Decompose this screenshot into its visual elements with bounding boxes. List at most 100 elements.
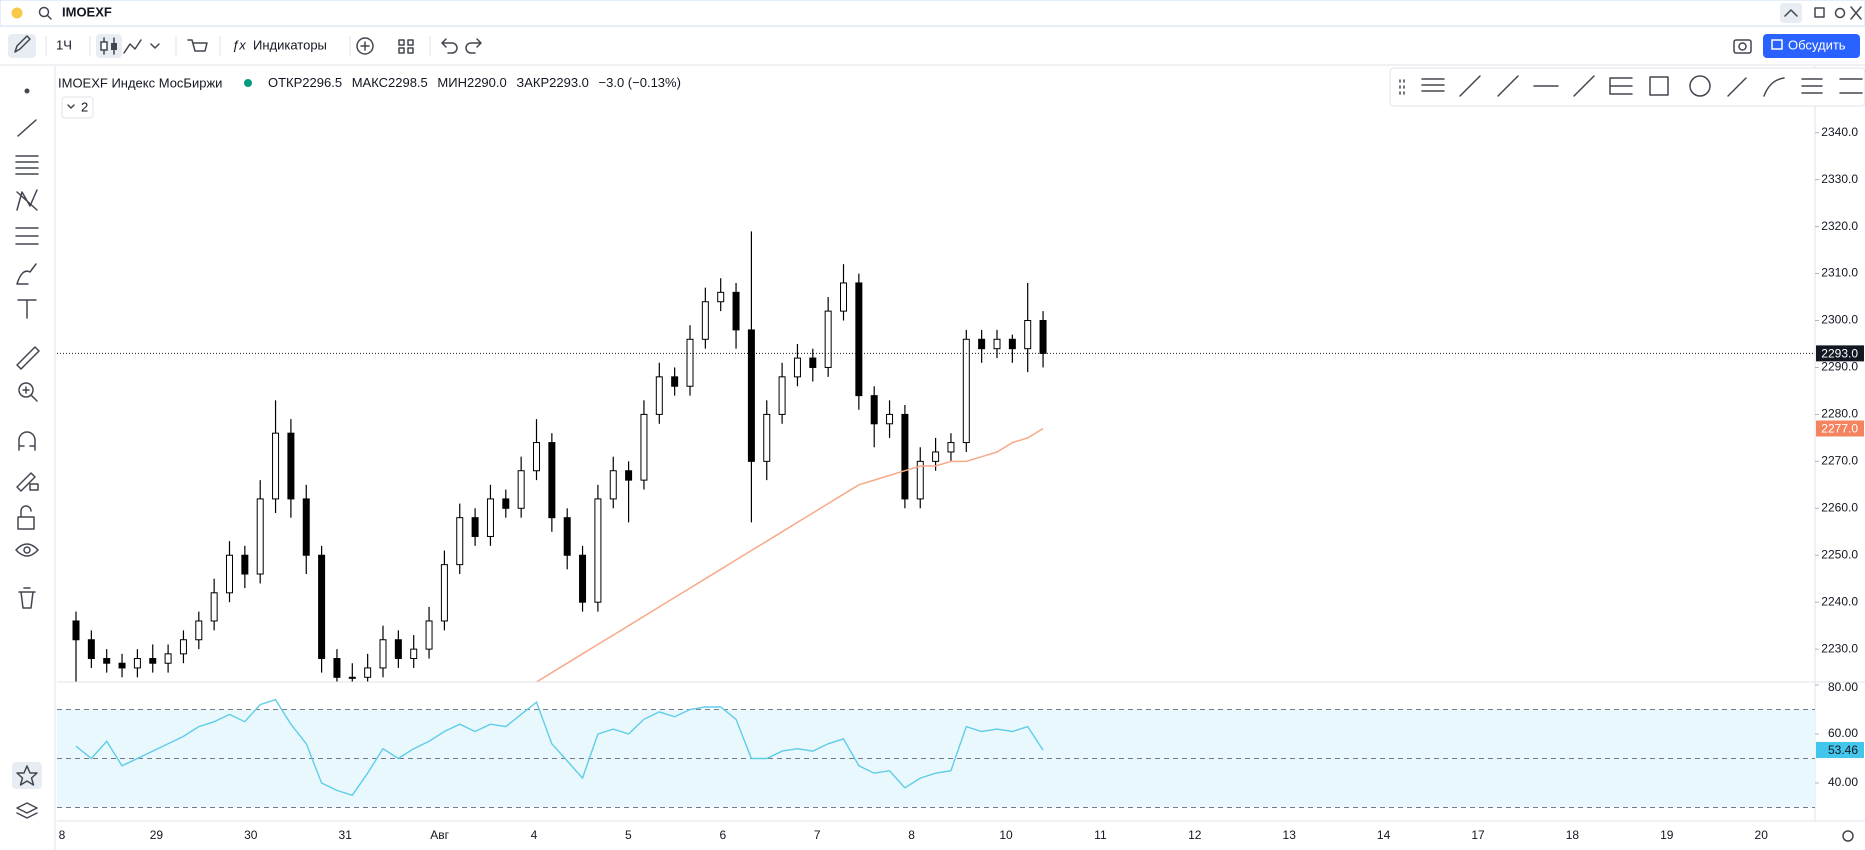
window-dot[interactable] <box>11 7 23 19</box>
time-label: 7 <box>814 828 821 842</box>
candle-body <box>302 498 310 556</box>
candle-icon-body <box>100 41 108 51</box>
y-tick-label: 80.00 <box>1828 680 1858 694</box>
y-tick-label: 2300.0 <box>1821 313 1858 327</box>
draw-extended[interactable] <box>1573 75 1595 97</box>
high-value: 2298.5 <box>388 75 428 90</box>
zoom-tool[interactable] <box>18 382 34 398</box>
time-label: 20 <box>1755 828 1769 842</box>
snapshot-icon[interactable] <box>1733 39 1752 54</box>
redo-icon[interactable] <box>465 38 482 54</box>
draw-brush[interactable] <box>1763 77 1785 97</box>
candle-body <box>886 413 894 425</box>
candle-body <box>87 639 95 660</box>
candle-body <box>809 357 817 368</box>
candle-body <box>118 662 126 669</box>
rsi-value-label: 53.46 <box>1828 743 1858 757</box>
star-icon <box>16 765 38 786</box>
candle-body <box>840 282 847 312</box>
layout-icon[interactable] <box>398 39 414 54</box>
draw-rect[interactable] <box>1649 76 1669 96</box>
collapse-button[interactable] <box>1780 3 1802 23</box>
moving-average <box>536 427 1044 682</box>
drag-handle[interactable] <box>1399 79 1405 95</box>
candle-body <box>195 620 203 641</box>
candle-body <box>333 658 341 678</box>
brush-tool[interactable] <box>16 263 37 285</box>
cursor-tool[interactable] <box>24 88 30 94</box>
candle-body <box>272 432 280 500</box>
candle-body <box>901 413 909 500</box>
time-label: 13 <box>1283 828 1297 842</box>
discuss-button[interactable] <box>1763 34 1860 58</box>
close-icon[interactable] <box>1850 6 1862 20</box>
cart-icon[interactable] <box>187 39 208 52</box>
delete-tool[interactable] <box>18 587 36 609</box>
candle-body <box>671 376 679 387</box>
legend-title: IMOEXF Индекс МосБиржи <box>58 75 222 90</box>
fib-tool[interactable] <box>15 155 39 175</box>
candle-body <box>533 442 540 472</box>
pencil-icon <box>14 35 31 53</box>
indicators-button[interactable]: Индикаторы <box>253 37 327 52</box>
magnet-tool[interactable] <box>18 431 36 451</box>
candle-body <box>179 639 187 655</box>
favorites-button[interactable] <box>12 762 42 789</box>
add-icon[interactable] <box>356 37 374 55</box>
chart-type-dropdown[interactable] <box>150 43 160 49</box>
close-value: 2293.0 <box>549 75 589 90</box>
text-tool[interactable] <box>17 299 37 319</box>
time-label: 29 <box>150 828 164 842</box>
settings-icon[interactable] <box>1834 7 1846 19</box>
window-restore[interactable] <box>1814 7 1825 18</box>
draw-pitchfork[interactable] <box>1801 78 1823 94</box>
search-icon[interactable] <box>38 6 50 18</box>
candle-body <box>763 413 771 462</box>
draw-range[interactable] <box>1839 78 1863 94</box>
indicators-collapse[interactable] <box>61 96 94 119</box>
left-toolbar <box>12 66 56 850</box>
open-label: ОТКР <box>268 75 302 90</box>
symbol-search[interactable]: IMOEXF <box>62 4 112 19</box>
y-tick-label: 2270.0 <box>1821 454 1858 468</box>
time-label: 8 <box>59 828 66 842</box>
visibility-tool-eye <box>23 546 31 554</box>
pattern-tool[interactable] <box>16 189 38 211</box>
y-tick-label: 2240.0 <box>1821 594 1858 608</box>
draw-channel[interactable] <box>1609 77 1633 95</box>
projection-tool[interactable] <box>15 227 39 245</box>
undo-icon[interactable] <box>441 38 458 54</box>
add-icon-cross <box>360 41 370 51</box>
candle-body <box>594 498 602 603</box>
time-label: 12 <box>1188 828 1202 842</box>
candle-body <box>747 329 755 462</box>
lock-tool[interactable] <box>17 505 35 530</box>
axis-settings[interactable] <box>1842 830 1854 842</box>
draw-circle[interactable] <box>1689 75 1711 97</box>
candle-body <box>241 554 249 575</box>
draw-line[interactable] <box>1459 75 1481 97</box>
time-label: 11 <box>1094 828 1107 842</box>
interval-button[interactable]: 1Ч <box>56 37 72 52</box>
candle-body <box>456 517 464 566</box>
trend-line-tool[interactable] <box>17 119 37 137</box>
candle-body <box>287 432 295 500</box>
y-tick-label: 2340.0 <box>1821 125 1858 139</box>
draw-ray[interactable] <box>1497 75 1519 97</box>
ruler-tool[interactable] <box>16 346 40 370</box>
area-icon[interactable] <box>123 39 142 54</box>
candle-body <box>1008 338 1016 350</box>
layers-icon[interactable] <box>16 802 38 819</box>
candle-body <box>502 498 510 509</box>
candle-type-button[interactable] <box>96 34 122 58</box>
lock-drawings-tool[interactable] <box>16 472 39 492</box>
indicator-count: 2 <box>81 99 88 114</box>
draw-fib[interactable] <box>1421 78 1445 92</box>
time-label: 18 <box>1566 828 1580 842</box>
draw-arrow[interactable] <box>1727 77 1747 97</box>
visibility-tool[interactable] <box>15 543 39 557</box>
low-value: 2290.0 <box>467 75 507 90</box>
candle-body <box>164 653 172 664</box>
candle-body <box>410 648 418 660</box>
